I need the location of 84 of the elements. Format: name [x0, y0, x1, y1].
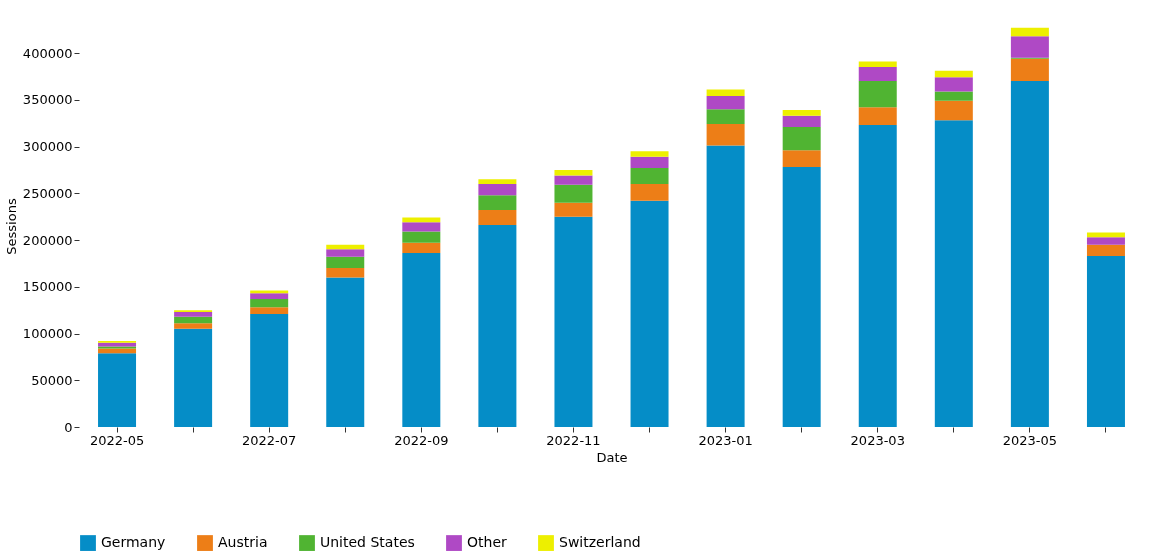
- bar: [554, 169, 593, 176]
- bar: [858, 61, 897, 68]
- bar: [1086, 237, 1125, 245]
- bar: [630, 156, 669, 169]
- bar: [478, 225, 517, 427]
- bar: [934, 70, 973, 78]
- legend-label: United States: [320, 534, 415, 551]
- bar: [402, 222, 441, 232]
- bar: [858, 81, 897, 108]
- bar: [858, 125, 897, 427]
- bar: [98, 348, 137, 354]
- y-tick-label: 150000: [22, 279, 73, 295]
- bar: [326, 249, 365, 257]
- bar: [782, 167, 821, 427]
- y-tick-label: 50000: [31, 372, 73, 388]
- y-tick-label: 100000: [22, 326, 73, 342]
- bar: [174, 328, 213, 427]
- bar: [1086, 255, 1125, 427]
- bar: [402, 242, 441, 254]
- bar: [1010, 27, 1049, 37]
- bar: [402, 231, 441, 243]
- bar: [554, 184, 593, 203]
- bar: [782, 150, 821, 168]
- x-tick-label: 2023-03: [850, 432, 905, 448]
- y-axis-title: Sessions: [3, 198, 19, 255]
- bar: [326, 256, 365, 269]
- y-tick-label: 400000: [22, 45, 73, 61]
- bar: [782, 115, 821, 127]
- bar: [1010, 81, 1049, 427]
- bar: [250, 298, 289, 308]
- bar: [934, 100, 973, 121]
- bar: [250, 293, 289, 299]
- bar: [478, 183, 517, 196]
- legend-label: Germany: [101, 534, 166, 551]
- legend-label: Switzerland: [559, 534, 641, 551]
- bar: [630, 168, 669, 184]
- y-tick-label: 200000: [22, 232, 73, 248]
- bar: [478, 179, 517, 184]
- bar: [98, 353, 137, 427]
- legend-label: Austria: [218, 534, 268, 551]
- bar: [478, 210, 517, 226]
- bar: [174, 316, 213, 324]
- legend-label: Other: [467, 534, 507, 551]
- bar: [326, 268, 365, 278]
- x-axis-title: Date: [596, 449, 628, 465]
- y-tick-label: 250000: [22, 185, 73, 201]
- bar: [174, 323, 213, 329]
- bar: [706, 96, 745, 110]
- bar: [782, 126, 821, 151]
- y-tick-label: 350000: [22, 92, 73, 108]
- bar: [250, 313, 289, 427]
- bar: [326, 277, 365, 427]
- y-tick-label: 0: [64, 419, 73, 435]
- bar: [1086, 244, 1125, 256]
- bar: [554, 175, 593, 185]
- x-tick-label: 2022-09: [394, 432, 449, 448]
- x-tick-label: 2022-11: [546, 432, 601, 448]
- bar: [706, 89, 745, 97]
- bar: [630, 200, 669, 427]
- bar: [554, 202, 593, 217]
- bar: [554, 216, 593, 427]
- bar: [98, 342, 137, 347]
- bar: [934, 91, 973, 101]
- bar: [174, 312, 213, 317]
- x-tick-label: 2023-01: [698, 432, 753, 448]
- bar: [706, 124, 745, 146]
- bar: [630, 151, 669, 157]
- bar: [478, 195, 517, 211]
- bar: [630, 183, 669, 201]
- bar: [402, 253, 441, 427]
- bar: [858, 107, 897, 126]
- bar: [250, 307, 289, 314]
- bar: [706, 145, 745, 427]
- y-tick-label: 300000: [22, 139, 73, 155]
- bar: [934, 120, 973, 427]
- bar: [1010, 36, 1049, 58]
- bar: [1010, 58, 1049, 82]
- bar: [782, 110, 821, 116]
- bar: [706, 109, 745, 125]
- bar: [858, 67, 897, 82]
- bar: [934, 77, 973, 92]
- x-tick-label: 2022-05: [89, 432, 145, 448]
- x-tick-label: 2022-07: [242, 432, 297, 448]
- x-tick-label: 2023-05: [1002, 432, 1058, 448]
